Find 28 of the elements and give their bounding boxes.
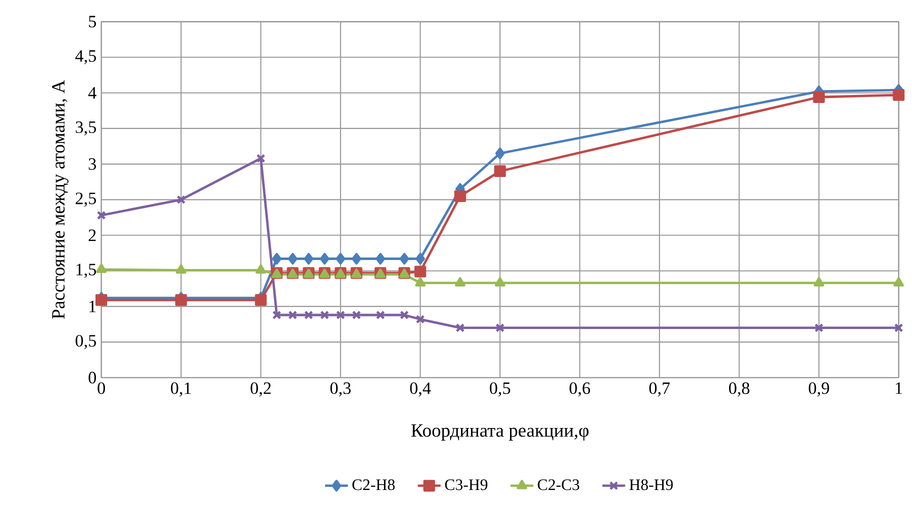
- y-tick-label: 2: [88, 230, 96, 241]
- y-axis-title: Расстояние между атомами, А: [52, 80, 68, 319]
- y-tick-label: 0: [88, 372, 96, 384]
- y-tick-label: 0,5: [76, 334, 96, 350]
- y-tick-label: 5: [88, 16, 96, 28]
- y-tick-label: 4,5: [75, 50, 96, 64]
- x-tick-label: 0,4: [410, 382, 431, 397]
- x-tick-label: 0,8: [729, 382, 750, 397]
- x-tick-label: 0: [98, 382, 106, 394]
- y-tick-label: 4: [88, 87, 96, 99]
- legend-label: H8-H9: [629, 479, 673, 490]
- x-tick-label: 0,5: [490, 382, 510, 397]
- x-tick-label: 0,9: [808, 382, 830, 397]
- x-tick-label: 0,3: [330, 382, 351, 397]
- y-tick-label: 3,5: [76, 121, 96, 136]
- x-axis-title: Координата реакции,φ: [411, 424, 589, 441]
- y-tick-label: 3: [88, 158, 96, 170]
- x-tick-label: 0,2: [250, 382, 271, 397]
- legend-label: C3-H9: [445, 479, 488, 490]
- y-tick-label: 1: [89, 300, 96, 312]
- x-tick-label: 0,6: [570, 382, 590, 397]
- legend-label: C2-C3: [538, 479, 580, 490]
- y-tick-label: 1,5: [76, 264, 96, 278]
- x-tick-label: 0,7: [649, 382, 670, 397]
- y-tick-label: 2,5: [76, 192, 96, 207]
- legend-label: C2-H8: [352, 479, 395, 490]
- x-tick-label: 0,1: [170, 382, 191, 397]
- x-tick-label: 1: [896, 382, 902, 394]
